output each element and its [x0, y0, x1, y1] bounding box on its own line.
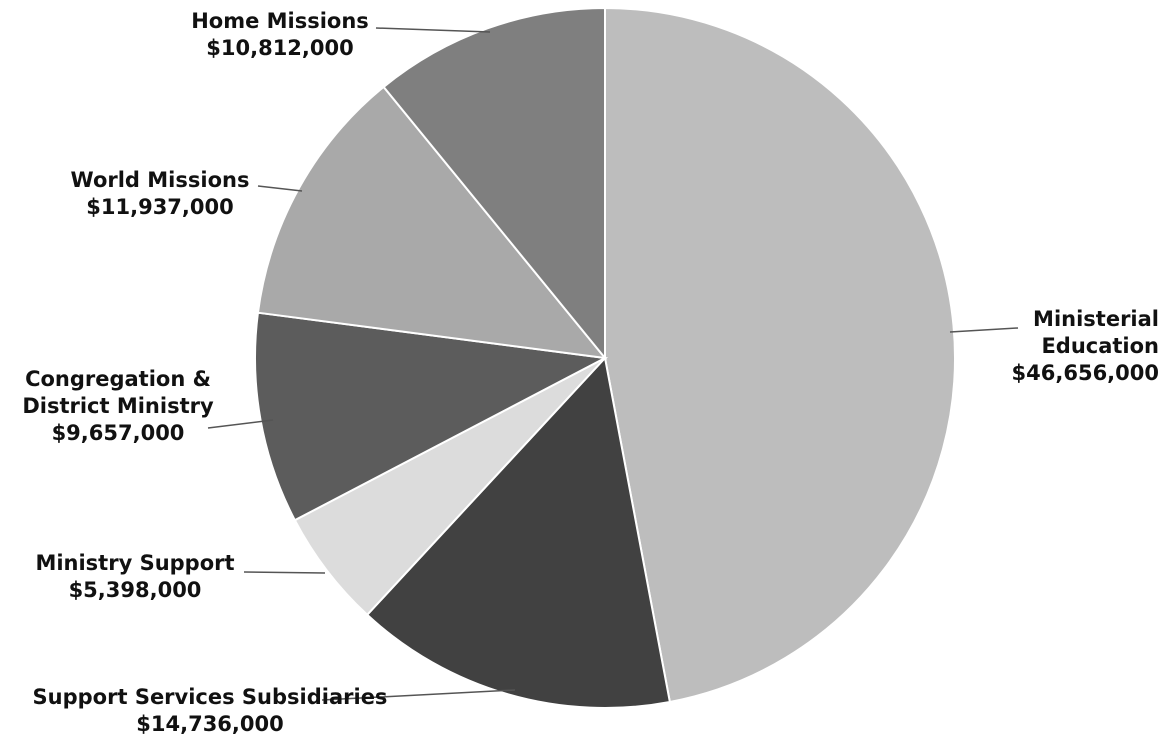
leader-line-ministry-support: [243, 571, 326, 574]
slice-label-ministerial-education: Ministerial Education $46,656,000: [1011, 307, 1159, 385]
slice-label-home-missions: Home Missions $10,812,000: [191, 9, 369, 60]
leader-line-world-missions: [257, 185, 303, 192]
pie-slice-world-missions: [256, 85, 608, 360]
slice-label-congregation-district-ministry: Congregation & District Ministry $9,657,…: [22, 367, 214, 445]
leader-line-ministerial-education: [949, 327, 1019, 333]
slice-label-support-services-subsidiaries: Support Services Subsidiaries $14,736,00…: [32, 685, 388, 736]
leader-line-congregation-district-ministry: [207, 419, 274, 429]
leader-lines: [207, 27, 1019, 701]
pie-slice-congregation-district-ministry: [254, 311, 609, 522]
pie-slices: [254, 6, 956, 709]
leader-line-home-missions: [375, 27, 491, 33]
slice-label-world-missions: World Missions $11,937,000: [70, 168, 250, 219]
pie-slice-support-services-subsidiaries: [365, 355, 672, 709]
leader-line-support-services-subsidiaries: [321, 689, 516, 701]
slice-label-ministry-support: Ministry Support $5,398,000: [35, 551, 235, 602]
pie-slice-ministerial-education: [604, 6, 956, 704]
pie-slice-home-missions: [382, 6, 606, 361]
